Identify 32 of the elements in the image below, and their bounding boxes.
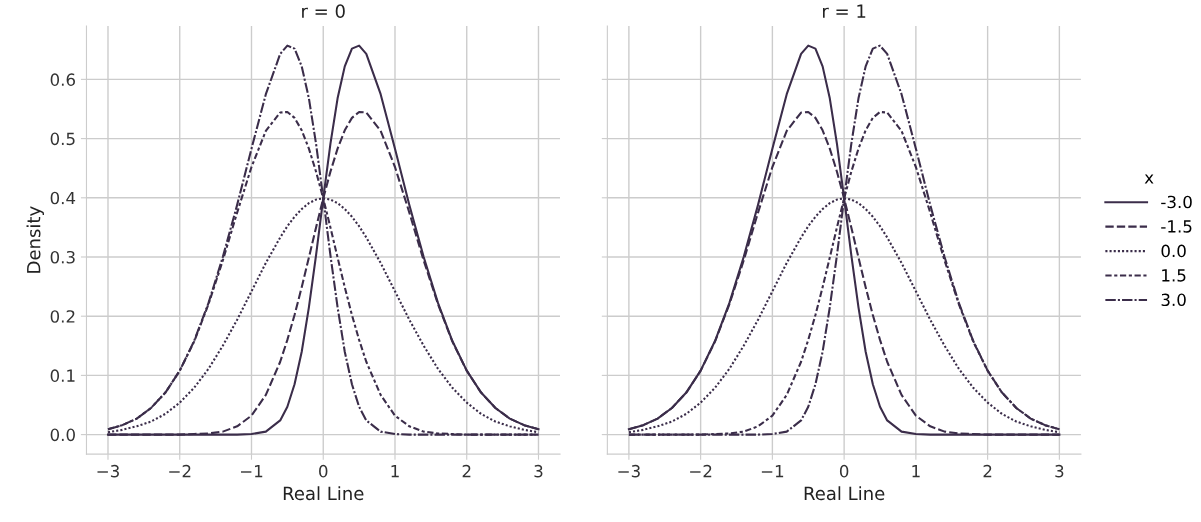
legend-title: x xyxy=(1144,174,1154,184)
x-axis-title: Real Line xyxy=(804,486,885,501)
x-axis-title: Real Line xyxy=(283,486,364,501)
x-tick-label: 1 xyxy=(391,465,399,478)
chart-title: r = 1 xyxy=(823,4,866,18)
x-tick-label: −1 xyxy=(240,465,263,478)
x-tick-label: 2 xyxy=(462,464,471,478)
legend-label: -1.5 xyxy=(1161,220,1192,233)
legend-label: 3.0 xyxy=(1161,293,1186,307)
y-tick-label: 0.5 xyxy=(50,132,75,146)
legend-label: 1.5 xyxy=(1162,269,1186,282)
x-tick-label: −3 xyxy=(618,464,640,478)
x-tick-label: 1 xyxy=(912,465,920,478)
legend-label: -3.0 xyxy=(1161,195,1192,209)
x-tick-label: −2 xyxy=(690,464,712,478)
x-tick-label: −1 xyxy=(761,465,784,478)
x-tick-label: −2 xyxy=(169,464,191,478)
x-tick-label: 3 xyxy=(534,464,543,478)
y-tick-label: 0.2 xyxy=(50,310,75,323)
x-tick-label: 2 xyxy=(983,464,992,478)
chart-title: r = 0 xyxy=(302,4,345,19)
y-tick-label: 0.4 xyxy=(50,191,76,205)
y-tick-label: 0.0 xyxy=(50,428,75,442)
legend-label: 0.0 xyxy=(1161,244,1186,258)
x-tick-label: 0 xyxy=(319,464,328,478)
y-tick-label: 0.1 xyxy=(50,369,75,382)
x-tick-label: 3 xyxy=(1055,464,1064,478)
y-tick-label: 0.3 xyxy=(50,250,75,264)
x-tick-label: −3 xyxy=(97,464,119,478)
y-axis-title: Density xyxy=(26,206,44,273)
x-tick-label: 0 xyxy=(839,464,849,478)
y-tick-label: 0.6 xyxy=(50,73,76,86)
